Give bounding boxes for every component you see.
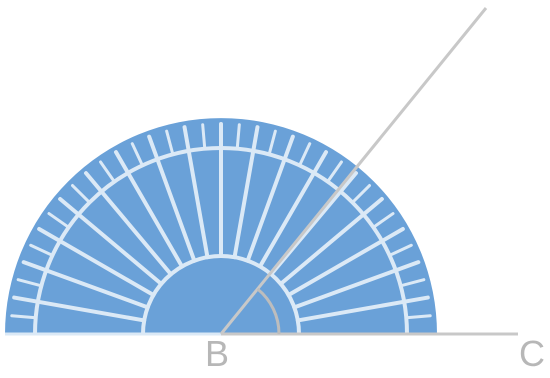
protractor-minor-tick	[326, 160, 343, 184]
protractor-minor-tick	[165, 129, 175, 156]
protractor-minor-tick	[29, 243, 54, 257]
protractor-minor-tick	[351, 184, 371, 204]
protractor-minor-tick	[47, 212, 71, 229]
protractor	[5, 118, 437, 336]
protractor-minor-tick	[71, 184, 91, 204]
protractor-minor-tick	[388, 243, 413, 257]
protractor-minor-tick	[399, 278, 426, 288]
protractor-minor-tick	[267, 129, 277, 156]
protractor-minor-tick	[235, 123, 241, 151]
protractor-minor-tick	[10, 314, 38, 320]
protractor-minor-tick	[16, 278, 43, 288]
protractor-minor-tick	[371, 212, 395, 229]
ray-ba	[219, 7, 488, 335]
point-c-label: C	[519, 333, 545, 374]
protractor-band-arc	[33, 146, 409, 335]
point-b-label: B	[205, 333, 230, 374]
protractor-minor-tick	[99, 160, 116, 184]
protractor-minor-tick	[201, 123, 207, 151]
protractor-minor-tick	[404, 314, 432, 320]
angle-rays	[219, 7, 518, 336]
protractor-minor-tick	[298, 142, 312, 167]
angle-arc	[256, 287, 281, 335]
protractor-inner-arc	[141, 254, 301, 335]
protractor-minor-tick	[130, 142, 144, 167]
